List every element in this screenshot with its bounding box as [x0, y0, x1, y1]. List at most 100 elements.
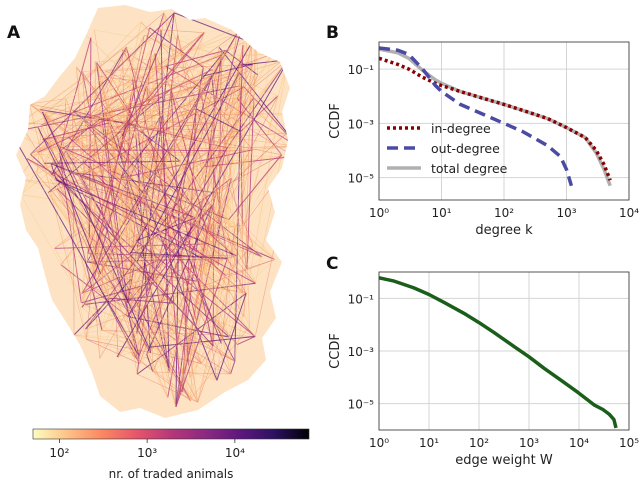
trade-link [108, 122, 168, 398]
trade-link [26, 158, 256, 284]
y-tick-label: 10⁻⁵ [348, 172, 375, 186]
trade-link [144, 12, 175, 36]
trade-link [143, 193, 217, 241]
trade-link [83, 120, 215, 124]
trade-link [67, 110, 73, 137]
trade-link [100, 32, 205, 275]
trade-link [154, 53, 231, 374]
trade-link [182, 32, 238, 393]
trade-link [54, 248, 140, 357]
y-tick-label: 10⁻¹ [348, 292, 375, 306]
trade-link [129, 36, 256, 256]
trade-link [81, 302, 183, 379]
trade-link [135, 57, 243, 134]
trade-link [36, 173, 111, 299]
plot-frame [378, 271, 630, 431]
trade-link [136, 240, 243, 293]
trade-link [118, 98, 180, 214]
trade-link [200, 69, 213, 89]
trade-link [206, 95, 278, 235]
trade-link [178, 67, 204, 214]
trade-link [195, 50, 226, 218]
y-tick-label: 10⁻¹ [348, 63, 375, 77]
trade-link [61, 146, 106, 167]
trade-link [83, 76, 229, 121]
trade-link [246, 97, 255, 269]
trade-link [36, 57, 243, 175]
trade-link [132, 154, 282, 356]
trade-link [137, 373, 198, 403]
plot-frame [378, 41, 630, 201]
trade-link [195, 62, 250, 328]
trade-link [37, 126, 86, 330]
trade-link [76, 66, 118, 358]
trade-link [228, 154, 282, 221]
trade-link [61, 175, 102, 275]
trade-link [82, 66, 166, 72]
trade-link [93, 76, 99, 270]
trade-link [122, 49, 254, 245]
trade-link [126, 216, 230, 293]
trade-link [86, 170, 194, 340]
colorbar-tick-label: 10³ [137, 446, 157, 460]
x-tick-label: 10³ [519, 436, 539, 450]
panel-letter-b: B [326, 23, 339, 43]
trade-link [167, 198, 204, 398]
legend-label: total degree [431, 161, 508, 176]
trade-link [120, 178, 191, 378]
trade-link [89, 237, 157, 278]
trade-link [239, 72, 241, 86]
trade-link [202, 63, 254, 77]
trade-link [175, 258, 228, 408]
trade-link [90, 150, 197, 321]
trade-link [51, 88, 201, 176]
trade-link [86, 34, 145, 126]
trade-link [72, 26, 247, 127]
trade-link [47, 192, 191, 402]
trade-link [50, 179, 95, 260]
series-line [378, 276, 618, 429]
trade-link [16, 132, 121, 179]
trade-link [243, 42, 253, 317]
trade-link [233, 50, 290, 256]
trade-link [102, 133, 136, 291]
trade-link [92, 115, 97, 274]
legend-label: in-degree [431, 121, 491, 136]
trade-link [102, 64, 254, 156]
colorbar-ticks: 10² 10³ 10⁴ [49, 439, 245, 460]
trade-link [74, 334, 222, 344]
trade-link [170, 89, 208, 235]
trade-link [65, 32, 255, 151]
trade-link [168, 204, 213, 373]
trade-link [175, 336, 230, 408]
trade-link [73, 71, 83, 335]
trade-link [94, 276, 235, 362]
trade-link [16, 132, 145, 195]
trade-link [95, 54, 272, 62]
trade-link [37, 23, 243, 128]
trade-link [203, 67, 217, 241]
trade-link [37, 126, 230, 293]
trade-link [116, 50, 290, 358]
trade-link [18, 178, 215, 266]
trade-link [60, 106, 216, 265]
series-line [378, 46, 574, 187]
trade-link [44, 46, 127, 164]
trade-link [65, 149, 226, 152]
trade-link [156, 204, 213, 262]
trade-link [81, 290, 103, 308]
trade-link [182, 76, 203, 393]
trade-link [93, 165, 187, 260]
trade-link [122, 135, 263, 258]
trade-link [189, 326, 250, 400]
trade-link [94, 61, 243, 293]
trade-link [56, 179, 237, 257]
trade-link [154, 32, 205, 54]
trade-link [101, 117, 118, 241]
trade-link [143, 193, 177, 408]
trade-link [85, 50, 290, 330]
trade-link [100, 24, 243, 275]
panel-letter-a: A [7, 23, 21, 43]
trade-link [42, 122, 215, 140]
